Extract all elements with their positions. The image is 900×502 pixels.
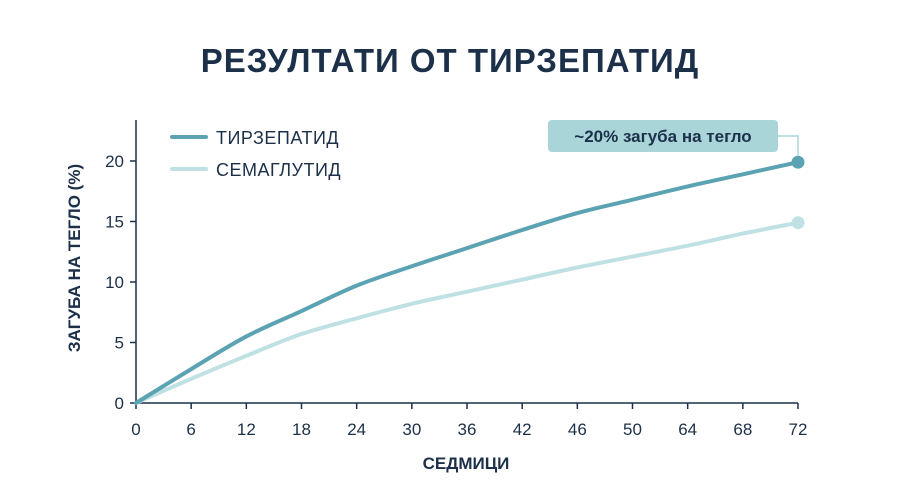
x-axis-label: СЕДМИЦИ [423, 454, 510, 473]
chart-axes: 0 5 10 15 20 0 6 12 18 24 30 36 42 46 50 64 68 72 [105, 120, 807, 439]
x-tick-label: 36 [458, 420, 477, 439]
x-tick-label: 12 [237, 420, 256, 439]
legend-label: ТИРЗЕПАТИД [216, 128, 339, 148]
annotation-callout: ~20% загуба на тегло [548, 120, 799, 156]
x-tick-label: 6 [186, 420, 195, 439]
chart-title: РЕЗУЛТАТИ ОТ ТИРЗЕПАТИД [200, 42, 700, 79]
end-point-tirzepatide [791, 155, 805, 169]
x-tick-label: 24 [347, 420, 366, 439]
x-tick-label: 50 [623, 420, 642, 439]
callout-leader-line [778, 135, 799, 156]
series-line-tirzepatide [134, 160, 800, 405]
x-tick-label: 42 [513, 420, 532, 439]
callout-box [548, 120, 778, 152]
legend-label: СЕМАГЛУТИД [216, 160, 341, 180]
y-axis-label: ЗАГУБА НА ТЕГЛО (%) [65, 164, 84, 352]
series-lines [134, 160, 800, 405]
end-point-semaglutide [791, 216, 805, 230]
x-tick-label: 68 [733, 420, 752, 439]
x-tick-label: 18 [292, 420, 311, 439]
legend: ТИРЗЕПАТИД СЕМАГЛУТИД [170, 128, 341, 180]
x-tick-label: 0 [131, 420, 140, 439]
series-line-semaglutide [134, 220, 800, 405]
y-tick-label: 0 [115, 394, 124, 413]
x-tick-label: 46 [568, 420, 587, 439]
series-markers [791, 155, 805, 230]
y-tick-label: 10 [105, 273, 124, 292]
x-tick-label: 30 [402, 420, 421, 439]
y-tick-label: 20 [105, 152, 124, 171]
y-tick-label: 15 [105, 213, 124, 232]
callout-label: ~20% загуба на тегло [574, 127, 751, 146]
x-tick-label: 64 [678, 420, 697, 439]
x-tick-label: 72 [789, 420, 808, 439]
y-tick-label: 5 [115, 334, 124, 353]
